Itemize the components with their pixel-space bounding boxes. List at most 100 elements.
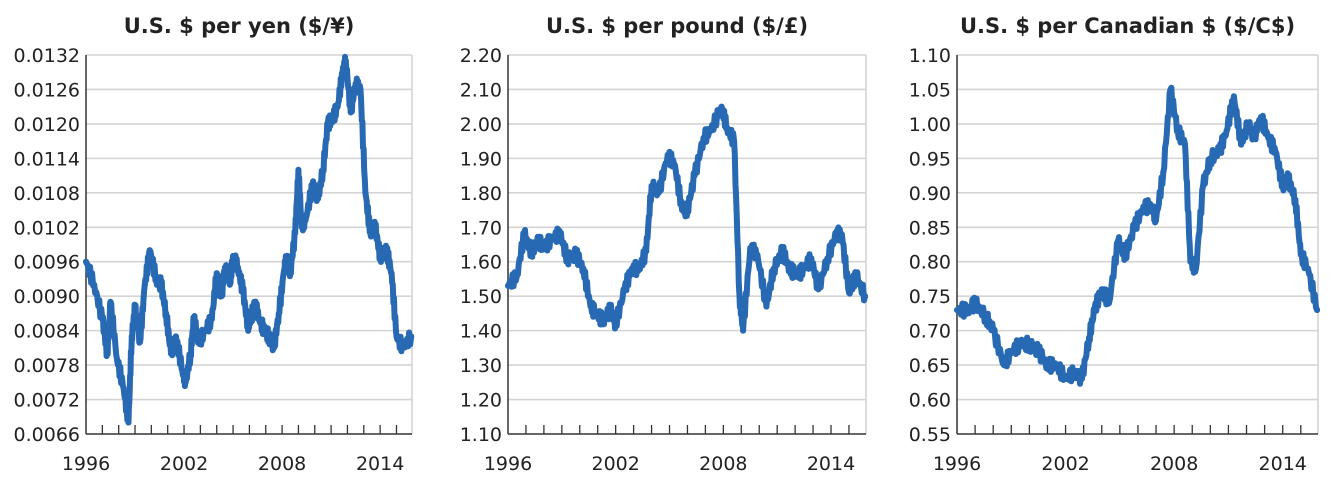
- data-point: [684, 207, 691, 214]
- y-tick-label: 1.50: [460, 286, 502, 308]
- data-point: [1238, 141, 1245, 148]
- data-point: [1078, 375, 1085, 382]
- y-tick-label: 0.0072: [14, 390, 80, 412]
- data-point: [393, 333, 400, 340]
- data-point: [1216, 148, 1223, 155]
- data-point: [1106, 300, 1112, 307]
- data-point: [505, 282, 511, 289]
- y-tick-label: 0.0078: [14, 355, 80, 377]
- data-point: [592, 310, 599, 317]
- x-tick-label: 2002: [160, 453, 208, 475]
- data-point: [535, 238, 542, 245]
- data-point: [388, 270, 395, 277]
- data-point: [125, 419, 132, 426]
- data-point: [700, 134, 707, 141]
- data-point: [1182, 141, 1188, 148]
- data-point: [383, 247, 390, 254]
- data-point: [208, 316, 215, 323]
- x-tick-label: 1996: [484, 453, 532, 475]
- y-tick-label: 0.95: [909, 148, 951, 170]
- data-point: [707, 127, 714, 134]
- data-point: [607, 306, 614, 313]
- data-point: [248, 316, 255, 323]
- data-point: [1245, 120, 1252, 127]
- chart-title: U.S. $ per yen ($/¥): [124, 14, 355, 38]
- y-tick-label: 0.60: [909, 390, 951, 412]
- data-point: [862, 293, 869, 300]
- data-point: [310, 178, 317, 185]
- data-point: [329, 115, 336, 122]
- data-point: [723, 124, 730, 131]
- chart-title: U.S. $ per Canadian $ ($/C$): [960, 14, 1295, 38]
- data-point: [691, 172, 698, 179]
- y-tick-label: 0.75: [909, 286, 951, 308]
- data-point: [770, 265, 777, 272]
- data-point: [182, 379, 189, 386]
- data-point: [1223, 127, 1230, 134]
- data-point: [853, 272, 860, 279]
- data-point: [230, 252, 237, 259]
- data-point: [671, 162, 678, 169]
- data-point: [256, 316, 263, 323]
- y-tick-label: 2.20: [460, 45, 502, 67]
- data-point: [600, 317, 607, 324]
- data-point: [362, 189, 369, 196]
- data-point: [786, 265, 793, 272]
- x-tick-label: 2008: [258, 453, 306, 475]
- data-point: [1207, 155, 1214, 162]
- data-point: [1062, 375, 1069, 382]
- data-point: [779, 248, 786, 255]
- chart-title: U.S. $ per pound ($/£): [546, 14, 808, 38]
- data-point: [731, 138, 738, 145]
- data-point: [342, 57, 349, 64]
- data-point: [298, 224, 305, 231]
- data-point: [266, 333, 273, 340]
- y-tick-label: 1.70: [460, 217, 502, 239]
- data-point: [1026, 341, 1033, 348]
- data-point: [587, 303, 594, 310]
- data-point: [163, 310, 170, 317]
- data-point: [643, 248, 650, 255]
- data-point: [628, 265, 635, 272]
- data-point: [400, 344, 407, 351]
- y-tick-label: 0.0096: [14, 252, 80, 274]
- x-tick-label: 2002: [1041, 453, 1089, 475]
- y-tick-label: 0.85: [909, 217, 951, 239]
- data-point: [251, 298, 258, 305]
- data-point: [1153, 217, 1160, 224]
- data-point: [179, 367, 186, 374]
- data-point: [954, 306, 960, 313]
- data-point: [635, 265, 642, 272]
- data-point: [372, 224, 379, 231]
- y-tick-label: 0.0066: [14, 424, 80, 446]
- data-point: [793, 272, 800, 279]
- data-point: [990, 327, 997, 334]
- data-point: [964, 306, 971, 313]
- data-point: [1305, 265, 1312, 272]
- data-point: [261, 327, 268, 334]
- data-point: [218, 293, 225, 300]
- y-tick-label: 2.10: [460, 79, 502, 101]
- data-point: [1272, 148, 1279, 155]
- data-point: [580, 265, 587, 272]
- data-point: [747, 244, 754, 251]
- y-tick-label: 0.0084: [14, 321, 80, 343]
- data-point: [324, 120, 331, 127]
- data-point: [132, 304, 139, 311]
- data-point: [234, 264, 241, 271]
- data-point: [1086, 334, 1093, 341]
- data-point: [1017, 341, 1024, 348]
- data-point: [655, 189, 662, 196]
- data-point: [621, 286, 628, 293]
- data-point: [557, 231, 564, 238]
- y-tick-label: 0.0126: [14, 79, 80, 101]
- data-point: [146, 247, 153, 254]
- data-point: [239, 287, 246, 294]
- y-tick-label: 0.0108: [14, 183, 80, 205]
- data-point: [1160, 169, 1167, 176]
- y-tick-label: 0.0114: [14, 148, 80, 170]
- data-point: [187, 350, 194, 357]
- data-point: [1008, 348, 1015, 355]
- data-point: [612, 320, 619, 327]
- data-point: [521, 231, 528, 238]
